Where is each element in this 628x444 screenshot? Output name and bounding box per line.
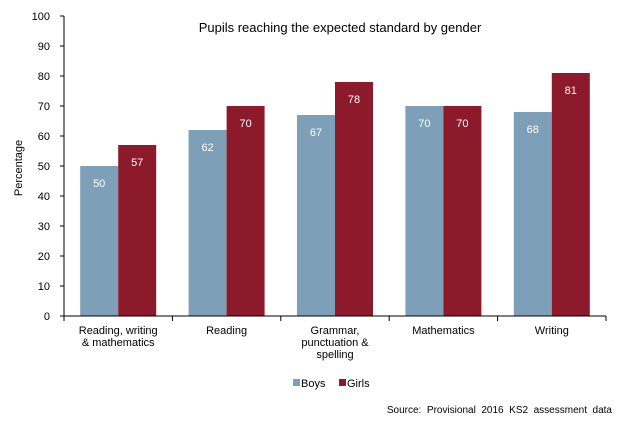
data-label: 57 <box>131 157 143 169</box>
x-axis: Reading, writing& mathematics Reading Gram… <box>63 315 607 361</box>
data-label: 78 <box>348 94 360 106</box>
bar-girls <box>443 106 482 316</box>
bar-boys <box>405 106 444 316</box>
y-tick-label: 70 <box>38 101 50 113</box>
data-label: 62 <box>201 142 213 154</box>
x-tick-label: Reading, writing <box>79 325 158 337</box>
y-tick-label: 30 <box>38 221 50 233</box>
y-tick-label: 40 <box>38 191 50 203</box>
y-tick-label: 0 <box>44 311 50 323</box>
bar-girls <box>551 73 590 316</box>
x-tick-label: & mathematics <box>82 337 155 349</box>
y-tick-label: 60 <box>38 131 50 143</box>
y-tick-label: 100 <box>32 11 50 23</box>
x-tick-label: Reading <box>206 325 247 337</box>
legend-swatch-boys <box>293 379 300 386</box>
x-tick-label: Writing <box>535 325 569 337</box>
y-tick-label: 20 <box>38 251 50 263</box>
x-tick-label: Mathematics <box>412 325 475 337</box>
data-label: 81 <box>565 85 577 97</box>
legend-label-boys: Boys <box>301 378 326 390</box>
bar-girls <box>226 106 265 316</box>
source-note: Source: Provisional 2016 KS2 assessment … <box>387 405 613 416</box>
data-label: 70 <box>239 118 251 130</box>
y-axis: 0 10 20 30 40 50 60 70 80 90 100 <box>32 11 65 323</box>
bar-girls <box>335 82 373 316</box>
bar-boys <box>188 130 227 316</box>
x-tick-label: spelling <box>316 349 353 361</box>
bar-girls <box>118 145 157 316</box>
legend: Boys Girls <box>293 378 370 390</box>
y-tick-label: 50 <box>38 161 50 173</box>
chart-title: Pupils reaching the expected standard by… <box>199 20 482 35</box>
data-label: 70 <box>456 118 468 130</box>
data-label: 67 <box>310 127 322 139</box>
data-label: 68 <box>527 124 539 136</box>
y-tick-label: 90 <box>38 41 50 53</box>
x-tick-label: Grammar, <box>311 325 360 337</box>
x-tick-label: punctuation & <box>301 337 369 349</box>
legend-swatch-girls <box>339 379 346 386</box>
y-axis-label: Percentage <box>13 140 25 196</box>
bars-group: 50 57 62 70 67 78 70 70 68 81 <box>80 73 590 316</box>
legend-label-girls: Girls <box>347 378 370 390</box>
bar-boys <box>297 115 335 316</box>
y-tick-label: 80 <box>38 71 50 83</box>
y-axis-label-group: Percentage <box>13 140 25 196</box>
y-tick-label: 10 <box>38 281 50 293</box>
data-label: 50 <box>93 178 105 190</box>
bar-boys <box>80 166 119 316</box>
bar-boys <box>513 112 552 316</box>
data-label: 70 <box>418 118 430 130</box>
